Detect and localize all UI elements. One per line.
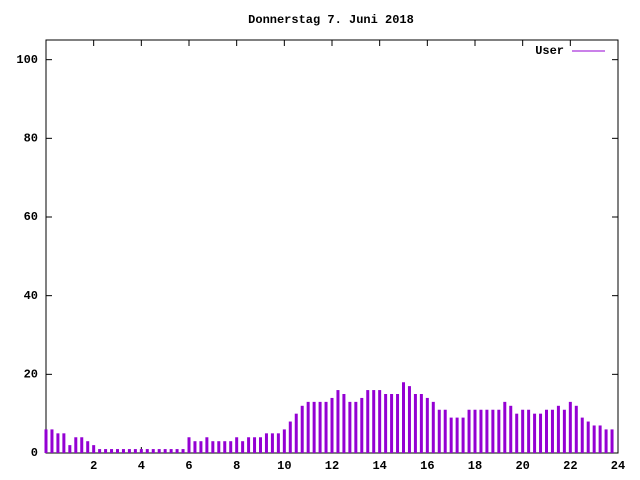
x-tick-label: 12 [325,459,339,473]
x-tick-label: 24 [611,459,625,473]
x-tick-label: 16 [420,459,434,473]
y-tick-label: 60 [24,210,38,224]
x-tick-label: 14 [372,459,386,473]
y-tick-label: 40 [24,289,38,303]
x-tick-label: 6 [185,459,192,473]
x-tick-label: 18 [468,459,482,473]
y-tick-label: 80 [24,132,38,146]
x-tick-label: 10 [277,459,291,473]
x-tick-label: 22 [563,459,577,473]
legend-label: User [535,44,564,58]
y-tick-label: 0 [31,446,38,460]
chart-title: Donnerstag 7. Juni 2018 [248,13,414,27]
y-tick-label: 100 [16,53,38,67]
x-tick-label: 8 [233,459,240,473]
plot-frame [45,39,619,454]
x-tick-label: 4 [138,459,145,473]
x-tick-label: 2 [90,459,97,473]
y-tick-label: 20 [24,368,38,382]
x-tick-label: 20 [515,459,529,473]
